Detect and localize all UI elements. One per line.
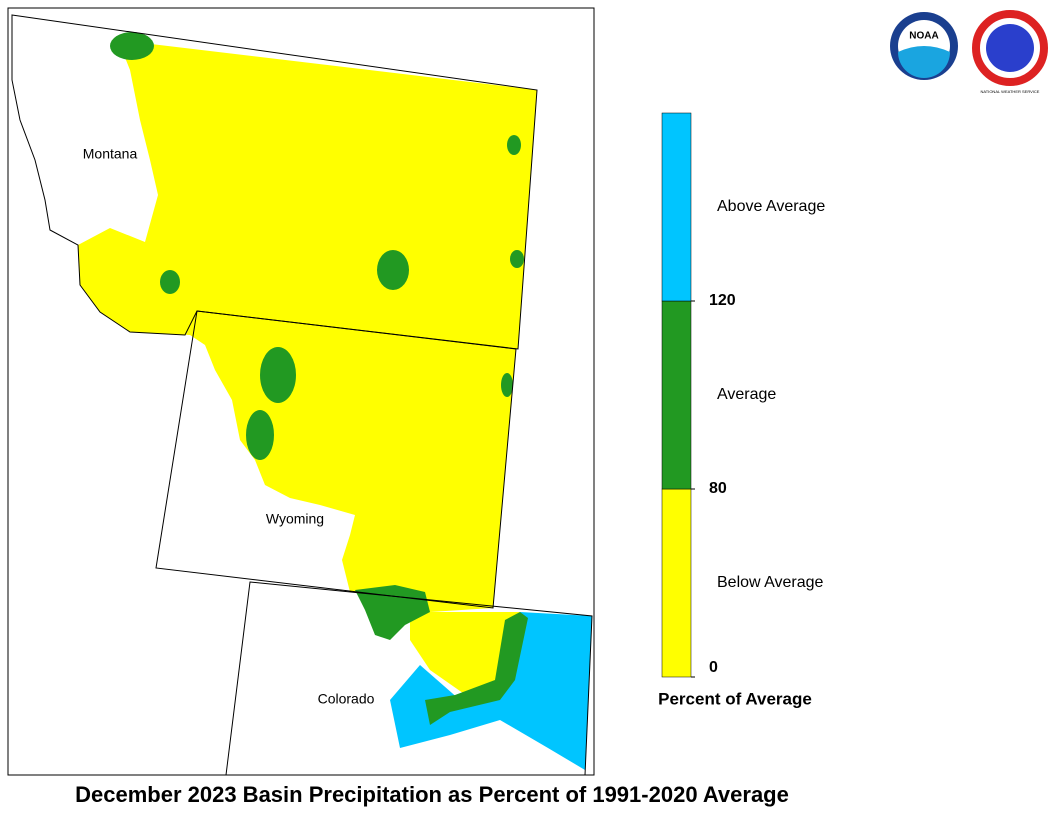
average-area xyxy=(110,32,154,60)
logo xyxy=(986,24,1034,72)
logo-text: NATIONAL WEATHER SERVICE xyxy=(981,89,1040,94)
state-border xyxy=(225,581,593,776)
average-area xyxy=(160,270,180,294)
logo-text: NOAA xyxy=(909,31,938,42)
legend: Percent of Average Below Average Average A… xyxy=(658,112,825,708)
legend-band xyxy=(661,300,692,490)
state-border xyxy=(155,310,517,609)
map-title: December 2023 Basin Precipitation as Per… xyxy=(75,782,789,807)
state-label: Wyoming xyxy=(266,511,324,527)
legend-label: Above Average xyxy=(717,198,825,215)
average-area xyxy=(510,250,524,268)
legend-tick-label: 0 xyxy=(709,659,718,676)
state-label: Montana xyxy=(83,146,138,162)
legend-title: Percent of Average xyxy=(658,689,812,708)
logo xyxy=(898,46,950,78)
average-area xyxy=(425,612,528,725)
legend-band xyxy=(661,488,692,678)
below-average-area xyxy=(410,612,520,698)
average-area xyxy=(507,135,521,155)
average-area xyxy=(246,410,274,460)
legend-label: Below Average xyxy=(717,574,824,591)
map: Montana Wyoming Colorado xyxy=(7,7,595,776)
below-average-area xyxy=(78,40,537,612)
legend-band xyxy=(661,112,692,302)
average-area xyxy=(260,347,296,403)
legend-label: Average xyxy=(717,386,776,403)
average-area xyxy=(377,250,409,290)
legend-tick-label: 80 xyxy=(709,480,727,497)
legend-tick-label: 120 xyxy=(709,292,736,309)
above-average-area xyxy=(390,612,592,770)
average-area xyxy=(501,373,513,397)
logos: NOAA NATIONAL WEATHER SERVICE xyxy=(890,10,1048,94)
state-label: Colorado xyxy=(318,691,375,707)
